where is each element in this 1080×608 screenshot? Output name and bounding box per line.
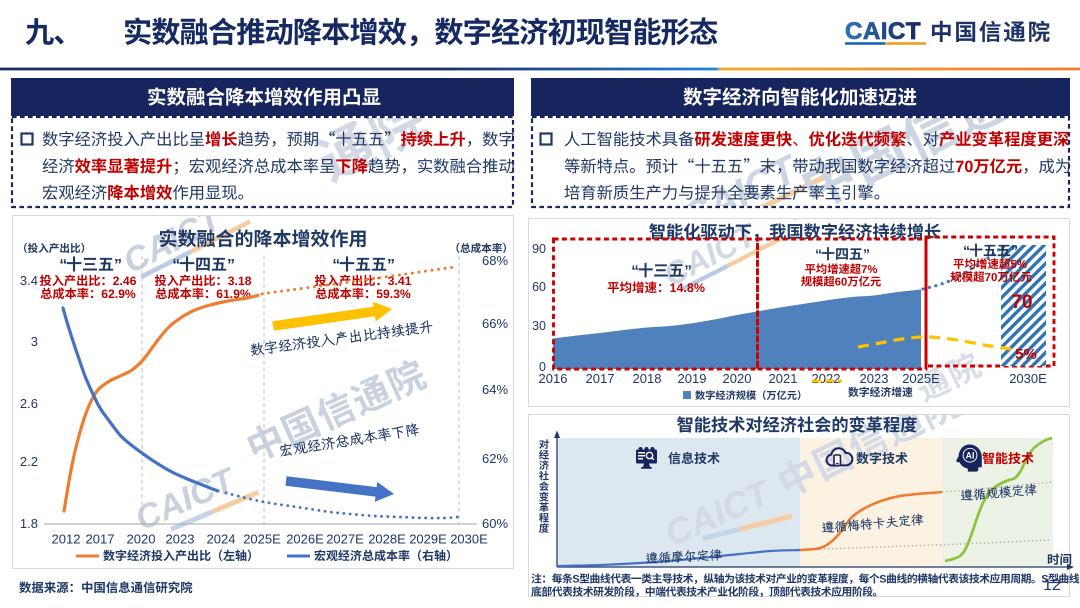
svg-text:60: 60 [532,280,546,294]
svg-text:CAICT: CAICT [845,18,921,45]
svg-text:1.8: 1.8 [20,516,38,531]
svg-text:68%: 68% [482,253,508,268]
svg-text:60%: 60% [482,516,508,531]
svg-text:2018: 2018 [633,371,662,386]
svg-text:3: 3 [31,334,38,349]
svg-text:2017: 2017 [586,371,615,386]
svg-text:2023: 2023 [860,371,889,386]
svg-text:2.2: 2.2 [20,454,38,469]
svg-text:2021: 2021 [769,371,798,386]
svg-text:2016: 2016 [539,371,568,386]
svg-text:2020: 2020 [127,532,156,547]
svg-text:2024: 2024 [207,532,236,547]
svg-text:2025E: 2025E [902,371,940,386]
svg-text:2.6: 2.6 [20,396,38,411]
svg-text:AI: AI [966,450,975,460]
svg-text:2029E: 2029E [409,532,447,547]
svg-text:2020: 2020 [723,371,752,386]
svg-text:2025E: 2025E [243,532,281,547]
svg-text:2028E: 2028E [368,532,406,547]
svg-text:2017: 2017 [86,532,115,547]
svg-text:2023: 2023 [166,532,195,547]
svg-text:66%: 66% [482,316,508,331]
svg-text:5%: 5% [1015,346,1037,363]
svg-text:0: 0 [539,360,546,374]
svg-text:70: 70 [1011,292,1032,313]
svg-text:62%: 62% [482,451,508,466]
svg-text:12: 12 [1043,577,1061,594]
svg-text:2019: 2019 [678,371,707,386]
svg-text:64%: 64% [482,382,508,397]
svg-text:2026E: 2026E [286,532,324,547]
svg-text:2030E: 2030E [1009,371,1047,386]
svg-text:2030E: 2030E [450,532,488,547]
svg-text:90: 90 [532,242,546,256]
svg-text:2022: 2022 [812,371,841,386]
svg-text:2012: 2012 [52,532,81,547]
svg-text:2027E: 2027E [326,532,364,547]
svg-text:30: 30 [532,319,546,333]
svg-text:3.4: 3.4 [20,273,38,288]
